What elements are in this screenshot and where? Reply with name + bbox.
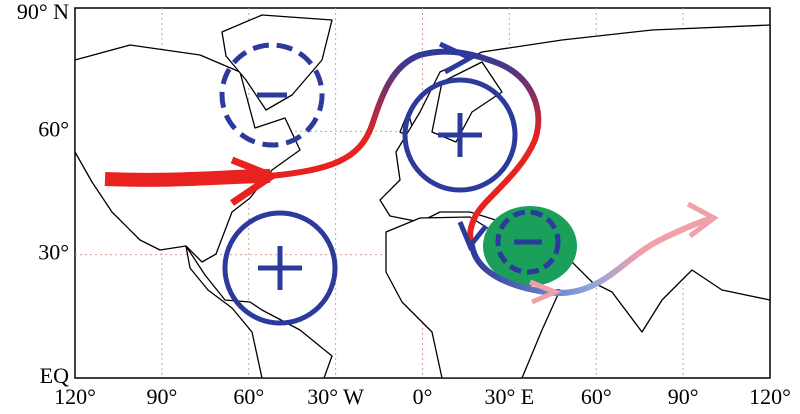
lat-label: 60° (38, 116, 69, 141)
arrowhead-pink (686, 201, 719, 238)
lon-label: 30° W (307, 384, 364, 409)
wave-path (269, 48, 542, 247)
negative-anomaly (495, 209, 561, 275)
lon-label: 30° E (485, 384, 535, 409)
negative-anomaly (219, 42, 325, 148)
jet-red (104, 169, 271, 187)
arrowhead-blue (438, 41, 476, 75)
lon-label: 90° (146, 384, 177, 409)
lon-label: 60° (233, 384, 264, 409)
lon-label: 0° (413, 384, 433, 409)
lon-label: 120° (749, 384, 791, 409)
circulation-features (104, 41, 719, 326)
lat-label: 90° N (17, 0, 69, 24)
lon-label: 60° (581, 384, 612, 409)
plus-sign (258, 246, 302, 290)
arrowhead-pink (529, 279, 562, 305)
continents (74, 14, 771, 379)
plus-sign (438, 113, 482, 157)
lon-label: 90° (668, 384, 699, 409)
lat-label: 30° (38, 240, 69, 265)
positive-anomaly (222, 210, 338, 326)
lon-label: 120° (54, 384, 96, 409)
positive-anomaly (402, 77, 518, 193)
lat-label: EQ (40, 363, 69, 388)
wave-path-east (469, 215, 713, 297)
